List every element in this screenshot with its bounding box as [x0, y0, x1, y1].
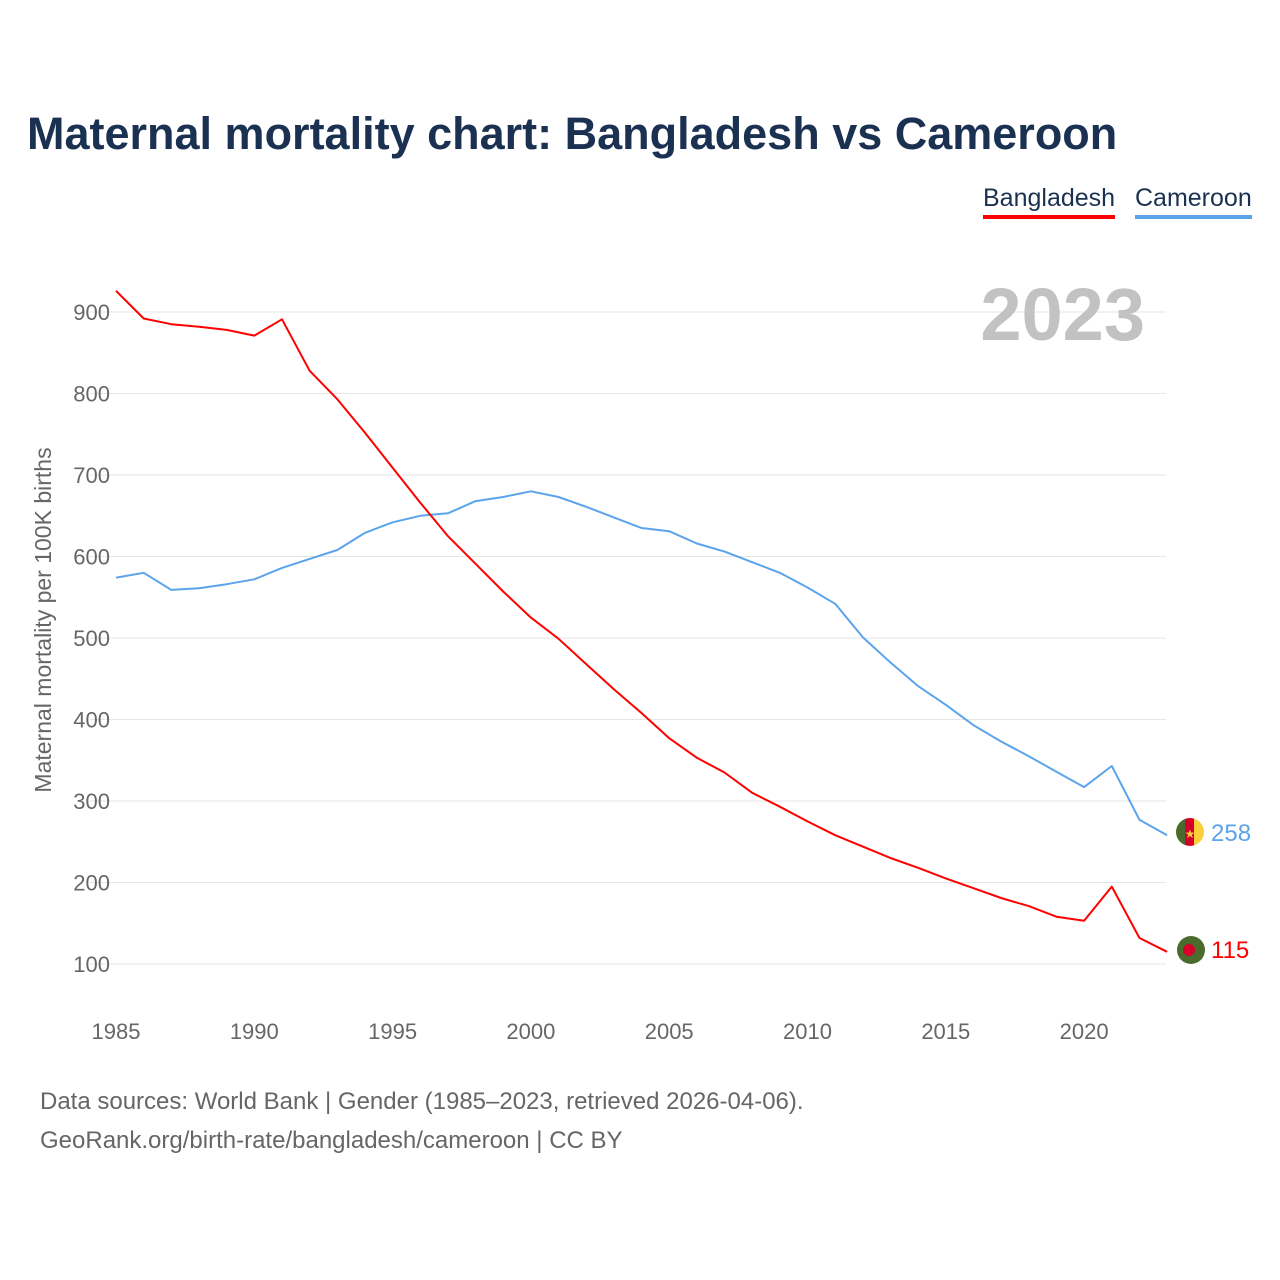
chart-title: Maternal mortality chart: Bangladesh vs …: [27, 108, 1118, 159]
y-tick-label: 100: [73, 952, 110, 977]
x-tick-label: 1985: [92, 1019, 141, 1044]
y-tick-label: 900: [73, 300, 110, 325]
y-tick-label: 600: [73, 545, 110, 570]
footer-link[interactable]: GeoRank.org/birth-rate/bangladesh/camero…: [40, 1127, 623, 1154]
x-tick-label: 1995: [368, 1019, 417, 1044]
x-tick-label: 2005: [645, 1019, 694, 1044]
x-tick-label: 2010: [783, 1019, 832, 1044]
cameroon-end-value: 258: [1211, 820, 1251, 847]
x-tick-label: 1990: [230, 1019, 279, 1044]
y-axis-label: Maternal mortality per 100K births: [30, 447, 56, 792]
x-tick-label: 2015: [921, 1019, 970, 1044]
footer-sources: Data sources: World Bank | Gender (1985–…: [40, 1088, 804, 1115]
y-tick-label: 200: [73, 871, 110, 896]
y-tick-label: 700: [73, 463, 110, 488]
y-tick-label: 500: [73, 626, 110, 651]
legend-cameroon[interactable]: Cameroon: [1135, 184, 1252, 219]
bangladesh-end-value: 115: [1211, 937, 1249, 964]
cameroon-flag-icon: ★: [1176, 818, 1204, 846]
y-tick-label: 800: [73, 382, 110, 407]
x-tick-label: 2020: [1060, 1019, 1109, 1044]
svg-text:★: ★: [1185, 827, 1196, 841]
series-line-bangladesh: [115, 290, 1168, 953]
current-year-label: 2023: [980, 273, 1145, 356]
y-tick-label: 300: [73, 789, 110, 814]
legend-bangladesh[interactable]: Bangladesh: [983, 184, 1116, 219]
series-line-cameroon: [115, 490, 1168, 837]
y-tick-label: 400: [73, 708, 110, 733]
x-tick-label: 2000: [506, 1019, 555, 1044]
bangladesh-flag-icon: [1177, 936, 1205, 964]
